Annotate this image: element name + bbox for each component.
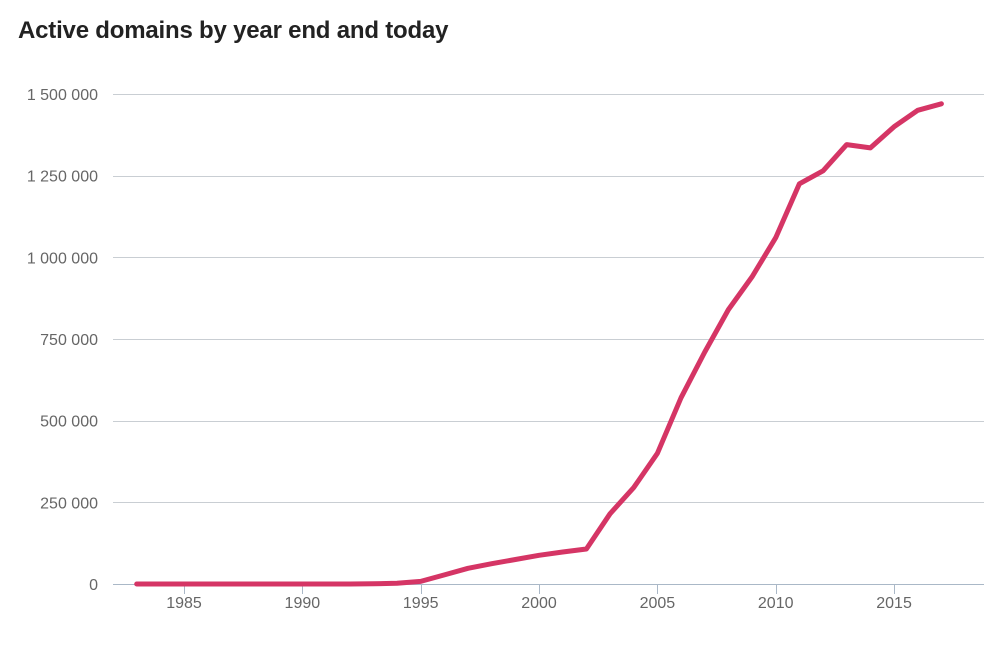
data-point [584,547,589,552]
y-tick-label: 1 500 000 [27,87,98,104]
data-point [205,582,210,587]
x-tick-label: 2010 [758,595,794,612]
data-point [158,582,163,587]
data-point [939,101,944,106]
y-tick-label: 0 [89,577,98,594]
x-tick-label: 2005 [640,595,676,612]
data-point [655,451,660,456]
data-point [537,553,542,558]
data-point [324,582,329,587]
data-point [134,582,139,587]
data-point [773,235,778,240]
data-point [371,581,376,586]
chart-title: Active domains by year end and today [18,17,449,44]
data-point [608,511,613,516]
x-tick-label: 1985 [166,595,202,612]
data-point [821,168,826,173]
data-point [489,561,494,566]
y-tick-label: 500 000 [40,414,98,431]
data-point [560,550,565,555]
data-point [182,582,187,587]
x-tick-label: 2015 [876,595,912,612]
data-point [442,572,447,577]
x-tick-label: 1990 [285,595,321,612]
data-point [726,307,731,312]
data-point [915,108,920,113]
data-point [253,582,258,587]
gridlines [113,94,984,503]
data-point [418,579,423,584]
data-point [868,145,873,150]
y-tick-label: 750 000 [40,332,98,349]
data-point [229,582,234,587]
data-point [702,350,707,355]
x-tick-label: 1995 [403,595,439,612]
data-point [395,581,400,586]
series-line [134,101,944,587]
y-tick-label: 1 250 000 [27,169,98,186]
data-point [750,274,755,279]
data-point [300,582,305,587]
data-point [679,395,684,400]
series-layer [134,101,944,587]
y-tick-label: 250 000 [40,495,98,512]
axes: 0 250 000 500 000 750 000 1 000 000 1 250 000… [27,87,984,612]
data-point [631,485,636,490]
data-point [347,582,352,587]
y-tick-label: 1 000 000 [27,250,98,267]
data-point [892,124,897,129]
data-point [797,181,802,186]
data-point [466,566,471,571]
data-point [276,582,281,587]
data-point [844,142,849,147]
data-point [513,557,518,562]
x-tick-label: 2000 [521,595,557,612]
